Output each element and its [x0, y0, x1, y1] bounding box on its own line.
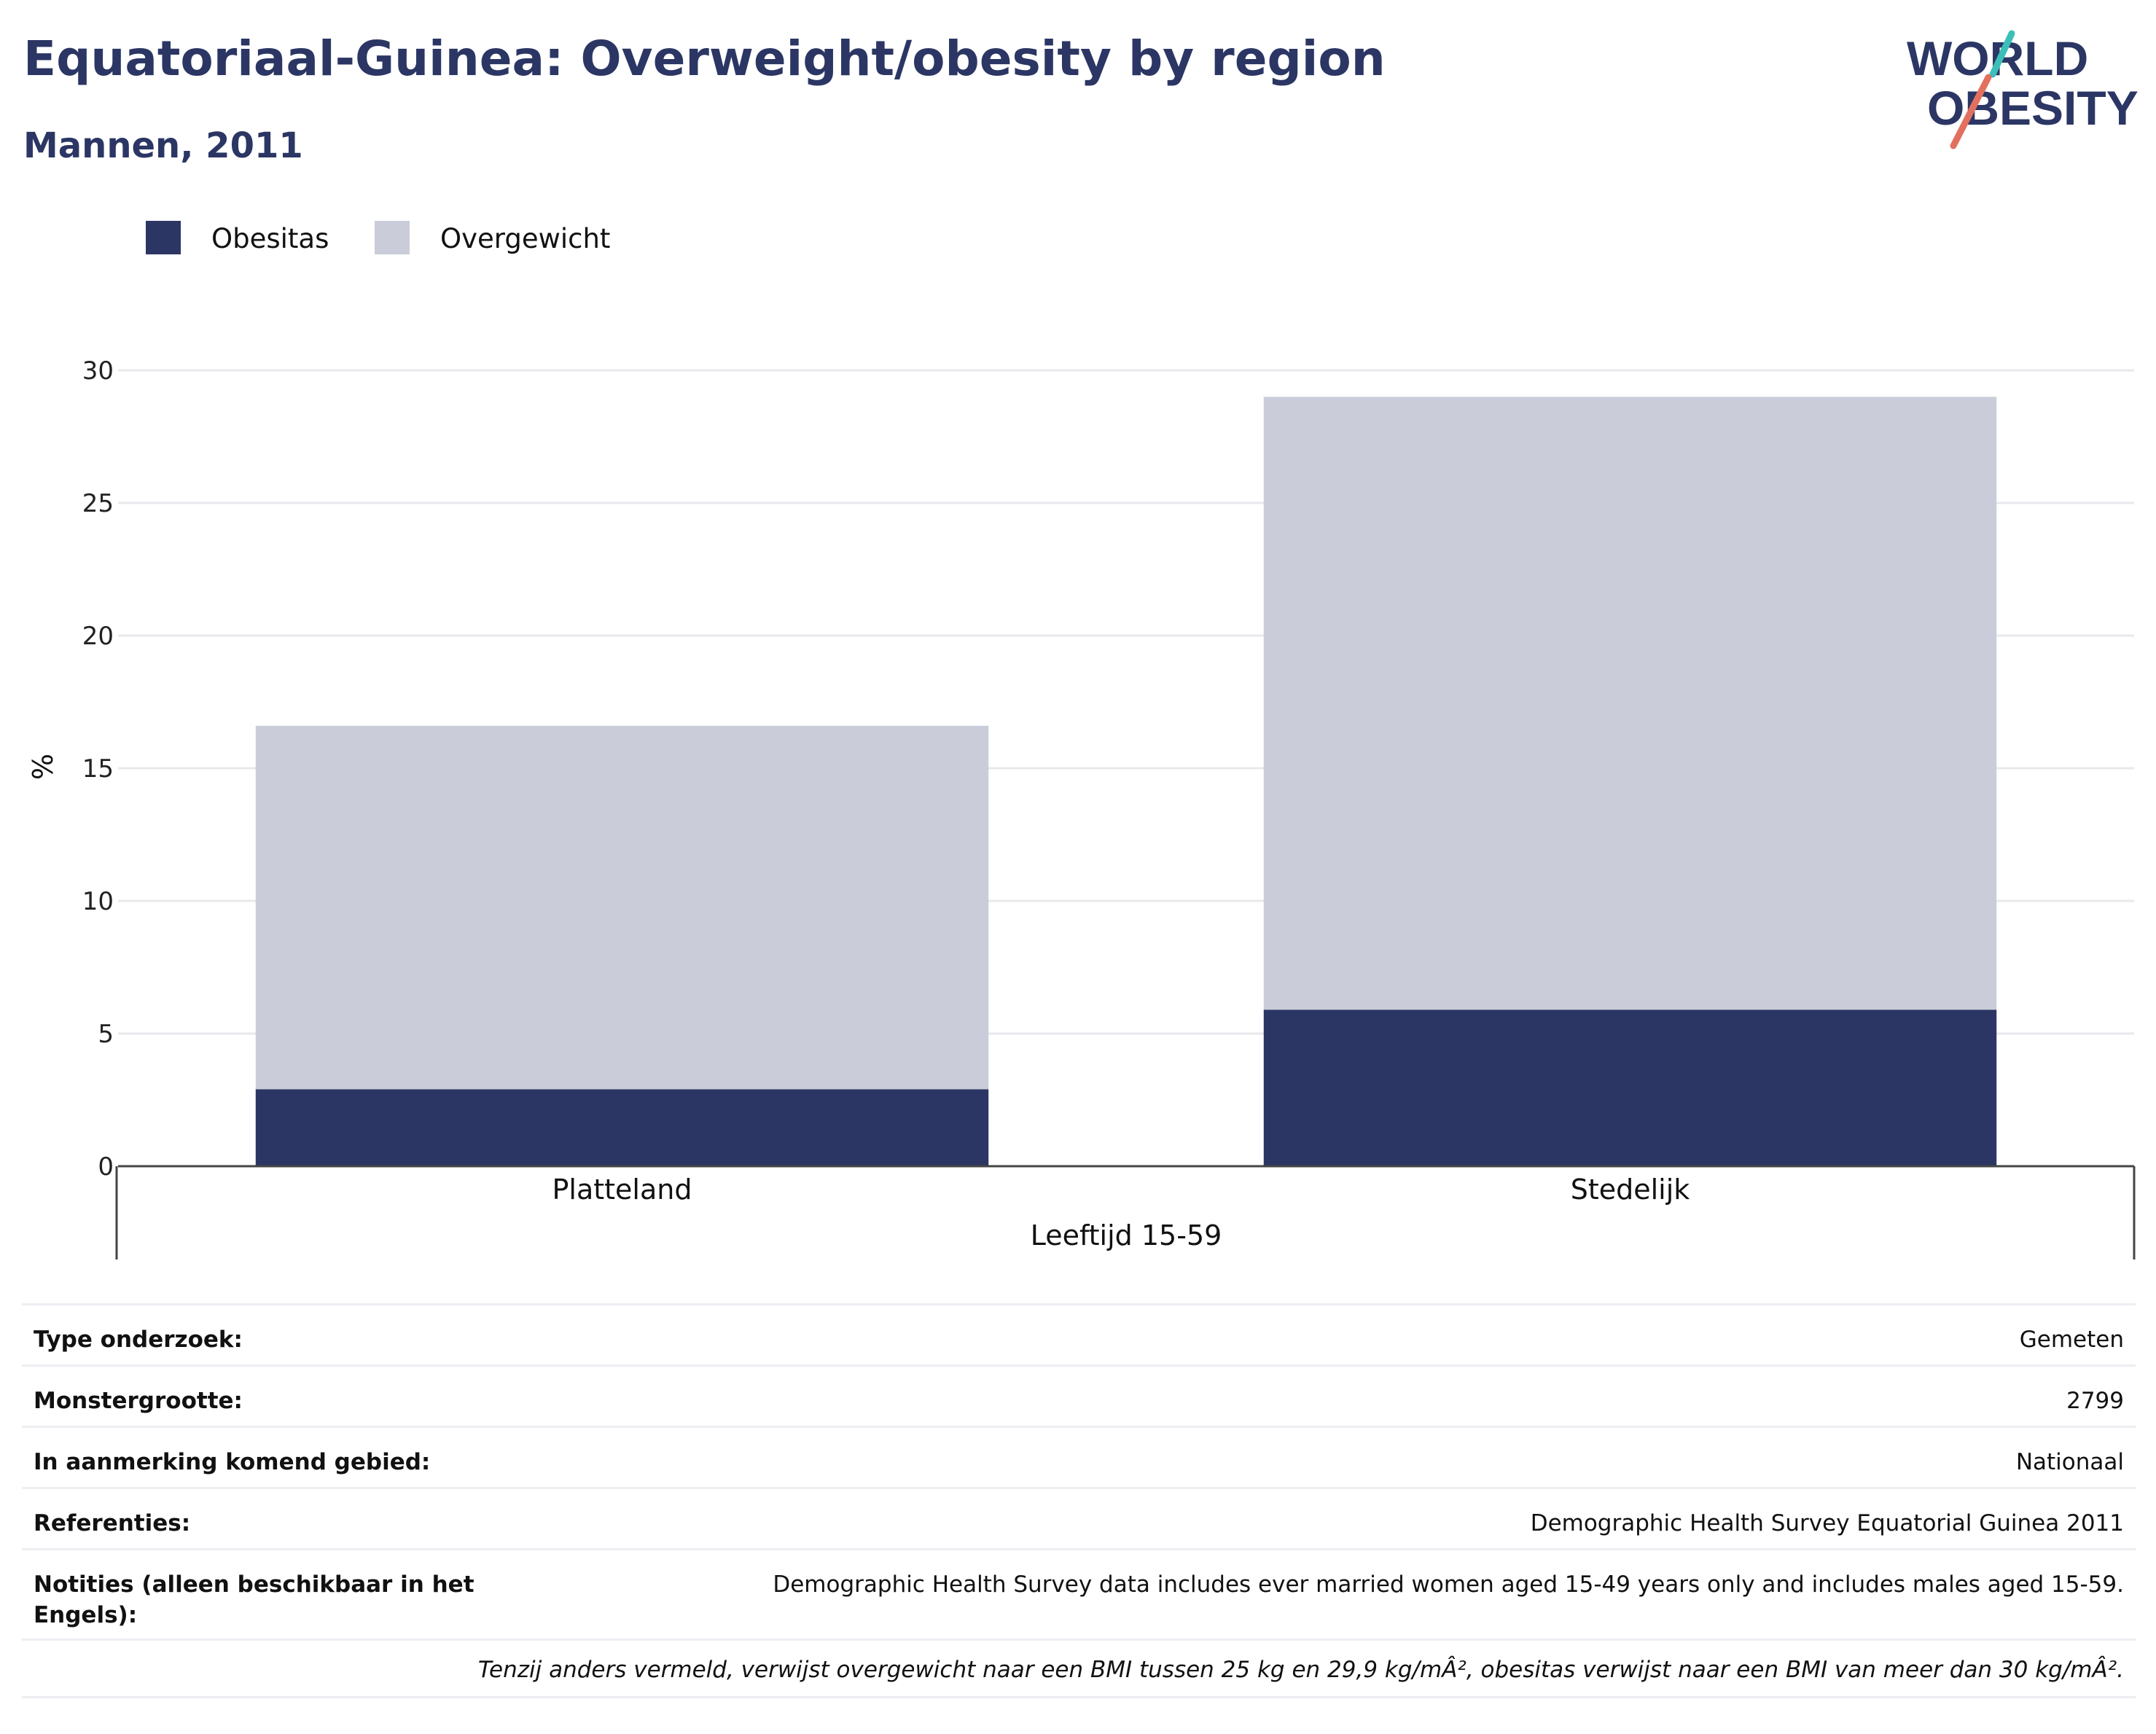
bar-platteland-overgewicht	[255, 725, 989, 1090]
bar-platteland-obesitas	[255, 1089, 989, 1166]
y-tick-label-30: 30	[82, 356, 114, 386]
metadata-value: Gemeten	[2019, 1327, 2124, 1353]
legend-label-1: Obesitas	[211, 223, 329, 254]
x-tick-label-platteland: Platteland	[552, 1173, 692, 1206]
legend-swatch-2	[375, 221, 410, 254]
chart-svg: Obesitas Overgewicht 0 5 10 15 20 25 30 Plattel…	[27, 221, 2136, 1260]
metadata-key: Referenties:	[34, 1510, 191, 1536]
metadata-table: Type onderzoek: Gemeten Monstergrootte: 279…	[22, 1303, 2136, 1698]
legend-label-2: Overgewicht	[440, 223, 610, 254]
chart-subtitle: Mannen, 2011	[23, 125, 303, 166]
logo-teal-slash	[1989, 30, 2015, 78]
metadata-value: Nationaal	[2015, 1449, 2124, 1475]
x-axis-labels: Platteland Stedelijk	[552, 1173, 1690, 1206]
y-tick-label-0: 0	[98, 1152, 114, 1182]
metadata-value: Demographic Health Survey data includes …	[773, 1571, 2124, 1598]
chart-title: Equatoriaal-Guinea: Overweight/obesity b…	[23, 31, 1386, 87]
metadata-row: Type onderzoek: Gemeten	[22, 1303, 2136, 1364]
y-tick-label-15: 15	[82, 754, 114, 784]
y-tick-label-25: 25	[82, 489, 114, 518]
metadata-row: Notities (alleen beschikbaar in het Enge…	[22, 1548, 2136, 1639]
legend: Obesitas Overgewicht	[146, 221, 610, 254]
y-tick-label-10: 10	[82, 887, 114, 916]
bars	[255, 397, 1997, 1166]
metadata-rows: Type onderzoek: Gemeten Monstergrootte: 279…	[22, 1303, 2136, 1639]
legend-swatch-1	[146, 221, 181, 254]
world-obesity-logo: WORLD OBESITY	[1907, 30, 2139, 149]
metadata-key: Notities (alleen beschikbaar in het Enge…	[34, 1571, 474, 1628]
metadata-key: In aanmerking komend gebied:	[34, 1449, 431, 1475]
metadata-key: Monstergrootte:	[34, 1388, 243, 1414]
y-axis-label: %	[27, 754, 59, 780]
x-tick-label-stedelijk: Stedelijk	[1571, 1173, 1690, 1206]
bar-stedelijk-obesitas	[1263, 1009, 1997, 1166]
metadata-row: In aanmerking komend gebied: Nationaal	[22, 1426, 2136, 1487]
bar-stedelijk-overgewicht	[1263, 397, 1997, 1010]
logo-red-slash	[1950, 74, 1992, 149]
bmi-footnote: Tenzij anders vermeld, verwijst overgewi…	[22, 1639, 2136, 1698]
metadata-key: Type onderzoek:	[34, 1327, 243, 1353]
metadata-value: Demographic Health Survey Equatorial Gui…	[1530, 1510, 2124, 1536]
y-axis-ticks: 0 5 10 15 20 25 30	[82, 356, 114, 1182]
axes	[115, 1165, 2136, 1260]
y-tick-label-5: 5	[98, 1020, 114, 1049]
metadata-row: Referenties: Demographic Health Survey Eq…	[22, 1487, 2136, 1548]
metadata-row: Monstergrootte: 2799	[22, 1364, 2136, 1426]
x-group-label: Leeftijd 15-59	[1031, 1219, 1222, 1251]
y-tick-label-20: 20	[82, 622, 114, 651]
metadata-value: 2799	[2066, 1388, 2124, 1414]
